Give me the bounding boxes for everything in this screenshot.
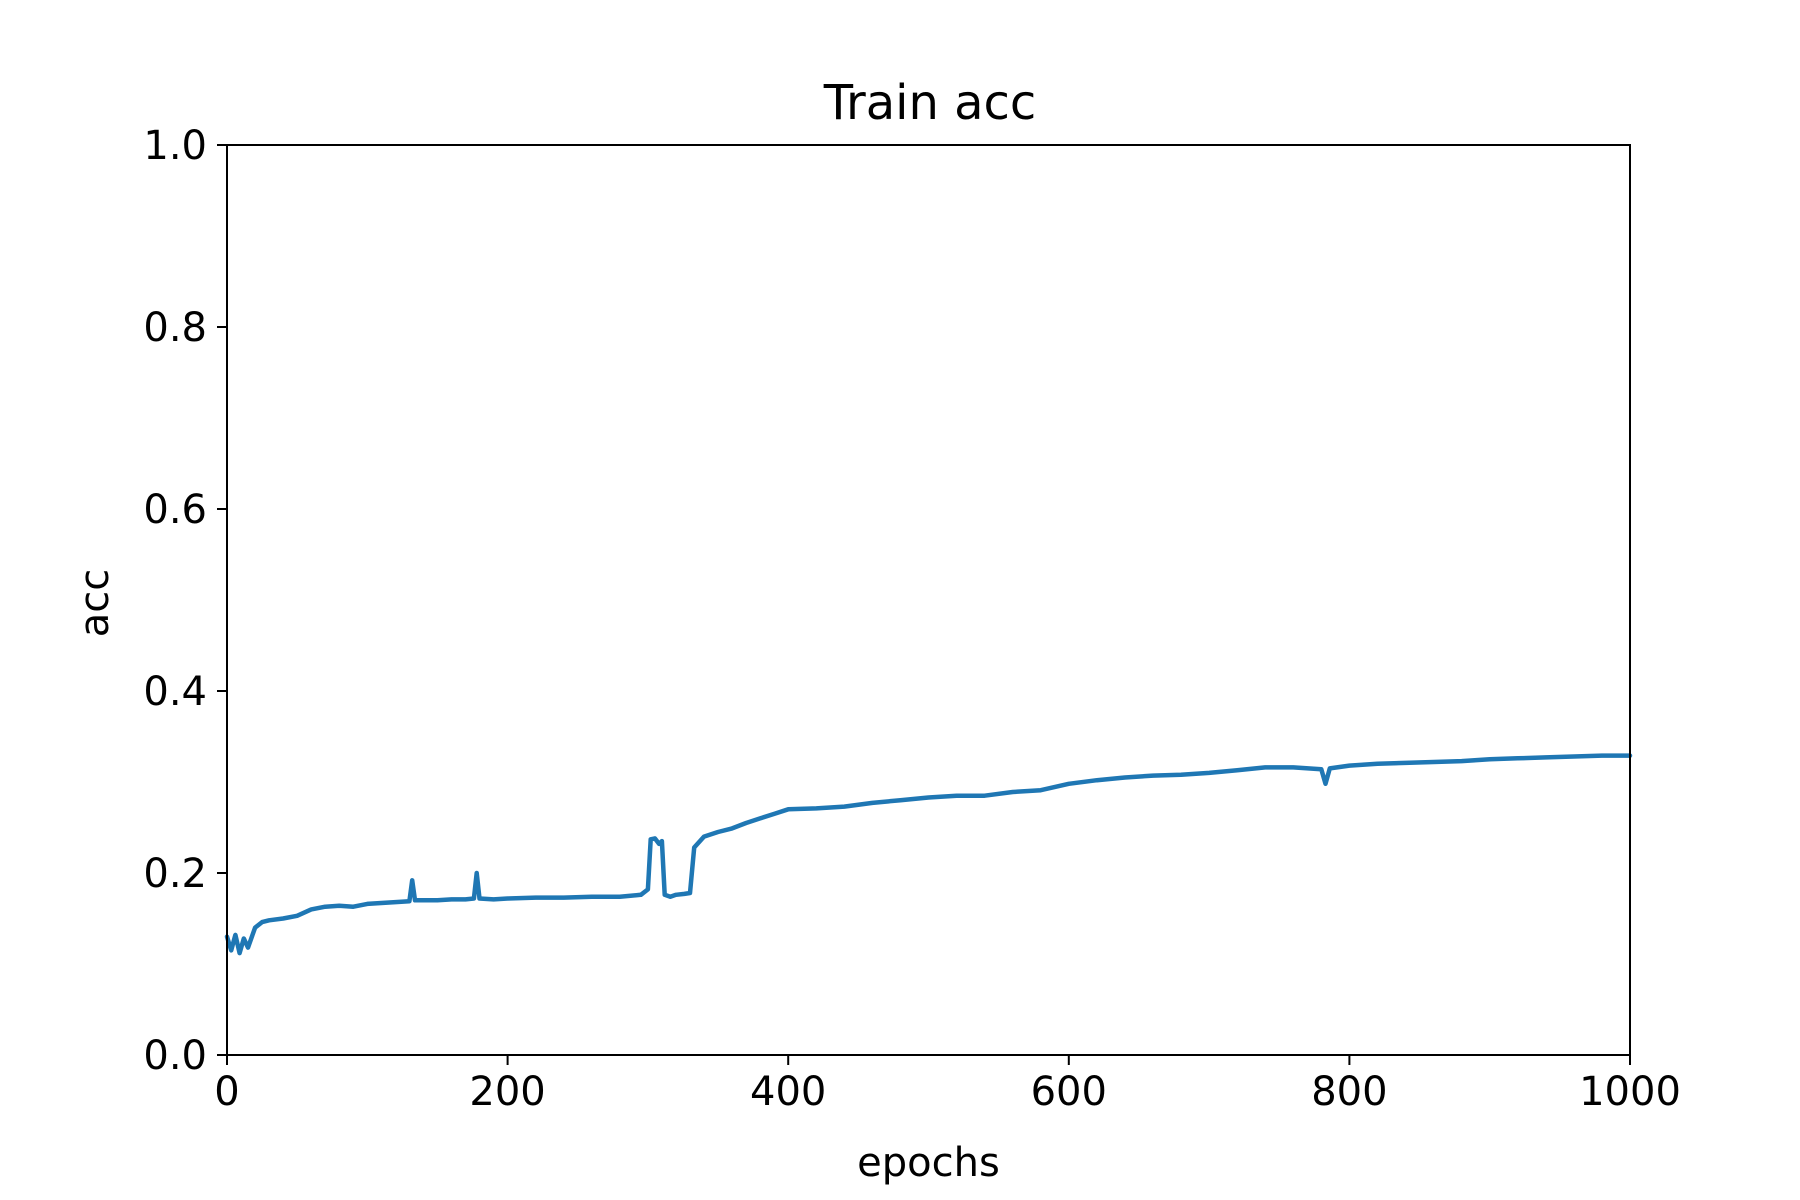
y-tick-label: 0.8 bbox=[143, 305, 207, 351]
y-axis-ticks: 0.0 0.2 0.4 0.6 0.8 1.0 bbox=[143, 123, 227, 1079]
y-tick-label: 0.0 bbox=[143, 1033, 207, 1079]
x-axis-label: epochs bbox=[857, 1140, 1000, 1186]
x-tick-label: 600 bbox=[1031, 1069, 1107, 1115]
plot-area bbox=[227, 145, 1630, 1055]
x-tick-label: 400 bbox=[750, 1069, 826, 1115]
x-tick-label: 200 bbox=[469, 1069, 545, 1115]
plot-frame bbox=[226, 144, 1631, 1056]
x-axis-ticks: 0 200 400 600 800 1000 bbox=[214, 1055, 1681, 1115]
x-tick-label: 800 bbox=[1311, 1069, 1387, 1115]
y-tick-label: 0.4 bbox=[143, 669, 207, 715]
chart-title: Train acc bbox=[823, 75, 1037, 131]
y-tick-label: 0.6 bbox=[143, 487, 207, 533]
y-tick-label: 1.0 bbox=[143, 123, 207, 169]
x-tick-label: 1000 bbox=[1579, 1069, 1681, 1115]
x-tick-label: 0 bbox=[214, 1069, 239, 1115]
y-tick-label: 0.2 bbox=[143, 851, 207, 897]
y-axis-label: acc bbox=[72, 569, 118, 638]
series-line-train-acc bbox=[224, 753, 1633, 956]
